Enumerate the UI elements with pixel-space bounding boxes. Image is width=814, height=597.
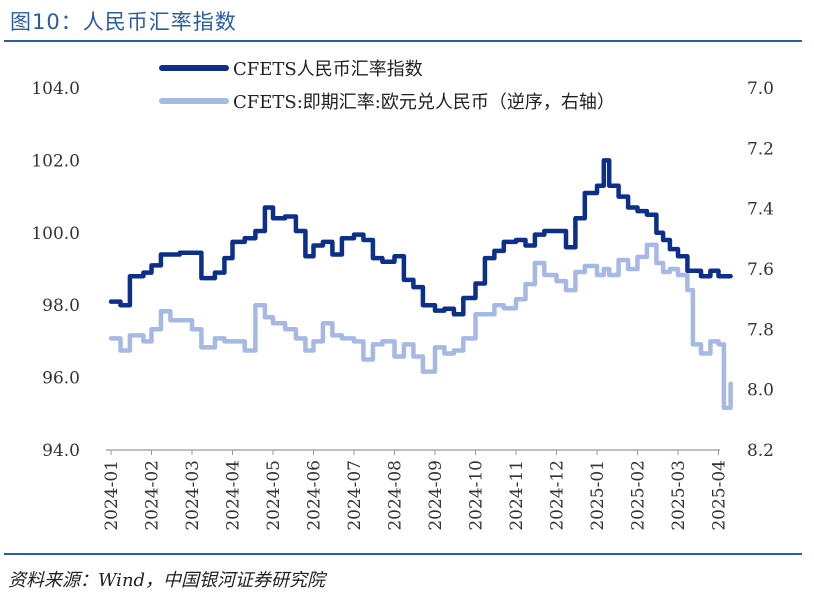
x-tick-label: 2024-09 xyxy=(426,460,446,531)
left-tick-label: 104.0 xyxy=(31,79,80,99)
right-tick-label: 8.2 xyxy=(747,441,774,461)
x-tick-label: 2024-05 xyxy=(264,460,284,531)
figure-title: 图10：人民币汇率指数 xyxy=(10,10,237,34)
x-tick-label: 2024-10 xyxy=(467,460,487,531)
x-tick-label: 2024-06 xyxy=(305,460,325,531)
legend: CFETS人民币汇率指数 CFETS:即期汇率:欧元兑人民币（逆序，右轴） xyxy=(159,59,615,113)
cfets-index-line xyxy=(108,158,733,317)
left-axis-ticks: 104.0 102.0 100.0 98.0 96.0 94.0 xyxy=(31,79,80,461)
left-tick-label: 96.0 xyxy=(42,369,80,389)
x-tick-label: 2025-01 xyxy=(588,460,608,531)
right-axis-ticks: 7.0 7.2 7.4 7.6 7.8 8.0 8.2 xyxy=(747,79,774,461)
x-tick-label: 2024-12 xyxy=(548,460,568,531)
left-tick-label: 102.0 xyxy=(31,151,80,171)
x-tick-label: 2024-04 xyxy=(224,460,244,531)
eur-cny-line xyxy=(108,242,733,411)
x-tick-label: 2024-03 xyxy=(183,460,203,531)
series-layer xyxy=(108,158,733,411)
bottom-rule xyxy=(4,553,802,555)
legend-label: CFETS:即期汇率:欧元兑人民币（逆序，右轴） xyxy=(233,92,615,113)
x-tick-label: 2024-11 xyxy=(507,460,527,531)
right-tick-label: 8.0 xyxy=(747,381,774,401)
x-tick-label: 2024-01 xyxy=(102,460,122,531)
x-tick-label: 2024-07 xyxy=(345,460,365,531)
x-axis-ticks: 2024-01 2024-02 2024-03 2024-04 2024-05 2024-… xyxy=(102,450,730,531)
x-tick-label: 2025-03 xyxy=(669,460,689,531)
left-tick-label: 100.0 xyxy=(31,224,80,244)
x-tick-label: 2025-02 xyxy=(629,460,649,531)
right-tick-label: 7.4 xyxy=(747,200,774,220)
legend-label: CFETS人民币汇率指数 xyxy=(233,59,423,80)
x-tick-label: 2024-08 xyxy=(386,460,406,531)
right-tick-label: 7.6 xyxy=(747,260,774,280)
right-tick-label: 7.0 xyxy=(747,79,774,99)
x-tick-label: 2025-04 xyxy=(710,460,730,531)
left-tick-label: 98.0 xyxy=(42,296,80,316)
x-tick-label: 2024-02 xyxy=(143,460,163,531)
source-note: 资料来源：Wind，中国银河证券研究院 xyxy=(8,570,326,591)
top-rule xyxy=(4,40,802,42)
right-tick-label: 7.2 xyxy=(747,139,774,159)
left-tick-label: 94.0 xyxy=(42,441,80,461)
right-tick-label: 7.8 xyxy=(747,320,774,340)
